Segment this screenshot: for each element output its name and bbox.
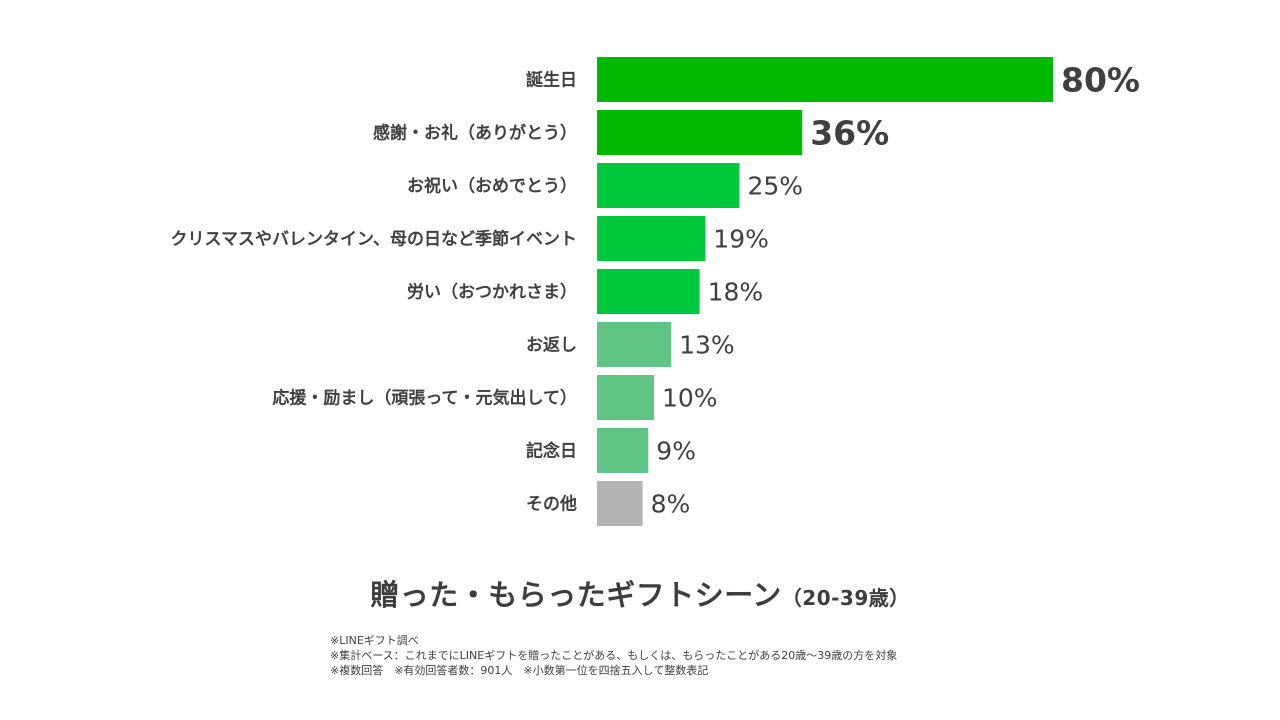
data-label: 13% [679,331,735,360]
category-label: 応援・励まし（頑張って・元気出して） [272,388,577,409]
data-label: 18% [708,278,764,307]
bar [597,322,672,367]
data-label: 8% [651,490,691,519]
chart-title-subtitle: （20-39歳） [781,586,910,610]
category-label: クリスマスやバレンタイン、母の日など季節イベント [171,229,577,250]
category-label: お祝い（おめでとう） [407,176,577,197]
footnote: ※複数回答 ※有効回答者数：901人 ※小数第一位を四捨五入して整数表記 [330,664,709,677]
footnote: ※集計ベース：これまでにLINEギフトを贈ったことがある、もしくは、もらったこと… [330,649,898,662]
category-label: 感謝・お礼（ありがとう） [373,123,577,144]
data-label: 25% [748,172,804,201]
category-label: 記念日 [526,441,577,462]
category-label: お返し [526,336,577,356]
category-label: その他 [526,494,577,515]
bar [597,481,643,526]
data-label: 19% [713,225,769,254]
data-label: 9% [656,437,696,466]
bar [597,216,706,261]
data-label: 80% [1061,61,1140,100]
bar-chart: 誕生日 80% 感謝・お礼（ありがとう） 36% お祝い（おめでとう） 25% クリスマスや… [171,57,1140,526]
bar [597,269,700,314]
bar [597,428,649,473]
chart-title: 贈った・もらったギフトシーン（20-39歳） [0,572,1280,614]
footnotes: ※LINEギフト調べ ※集計ベース：これまでにLINEギフトを贈ったことがある、… [330,633,897,678]
data-label: 36% [810,114,889,153]
category-label: 労い（おつかれさま） [407,282,577,303]
category-label: 誕生日 [526,70,577,91]
bar [597,375,654,420]
data-label: 10% [662,384,718,413]
footnote: ※LINEギフト調べ [330,634,419,647]
bar [597,163,740,208]
bar [597,57,1053,102]
chart-title-main: 贈った・もらったギフトシーン [370,578,782,612]
bar [597,110,803,155]
